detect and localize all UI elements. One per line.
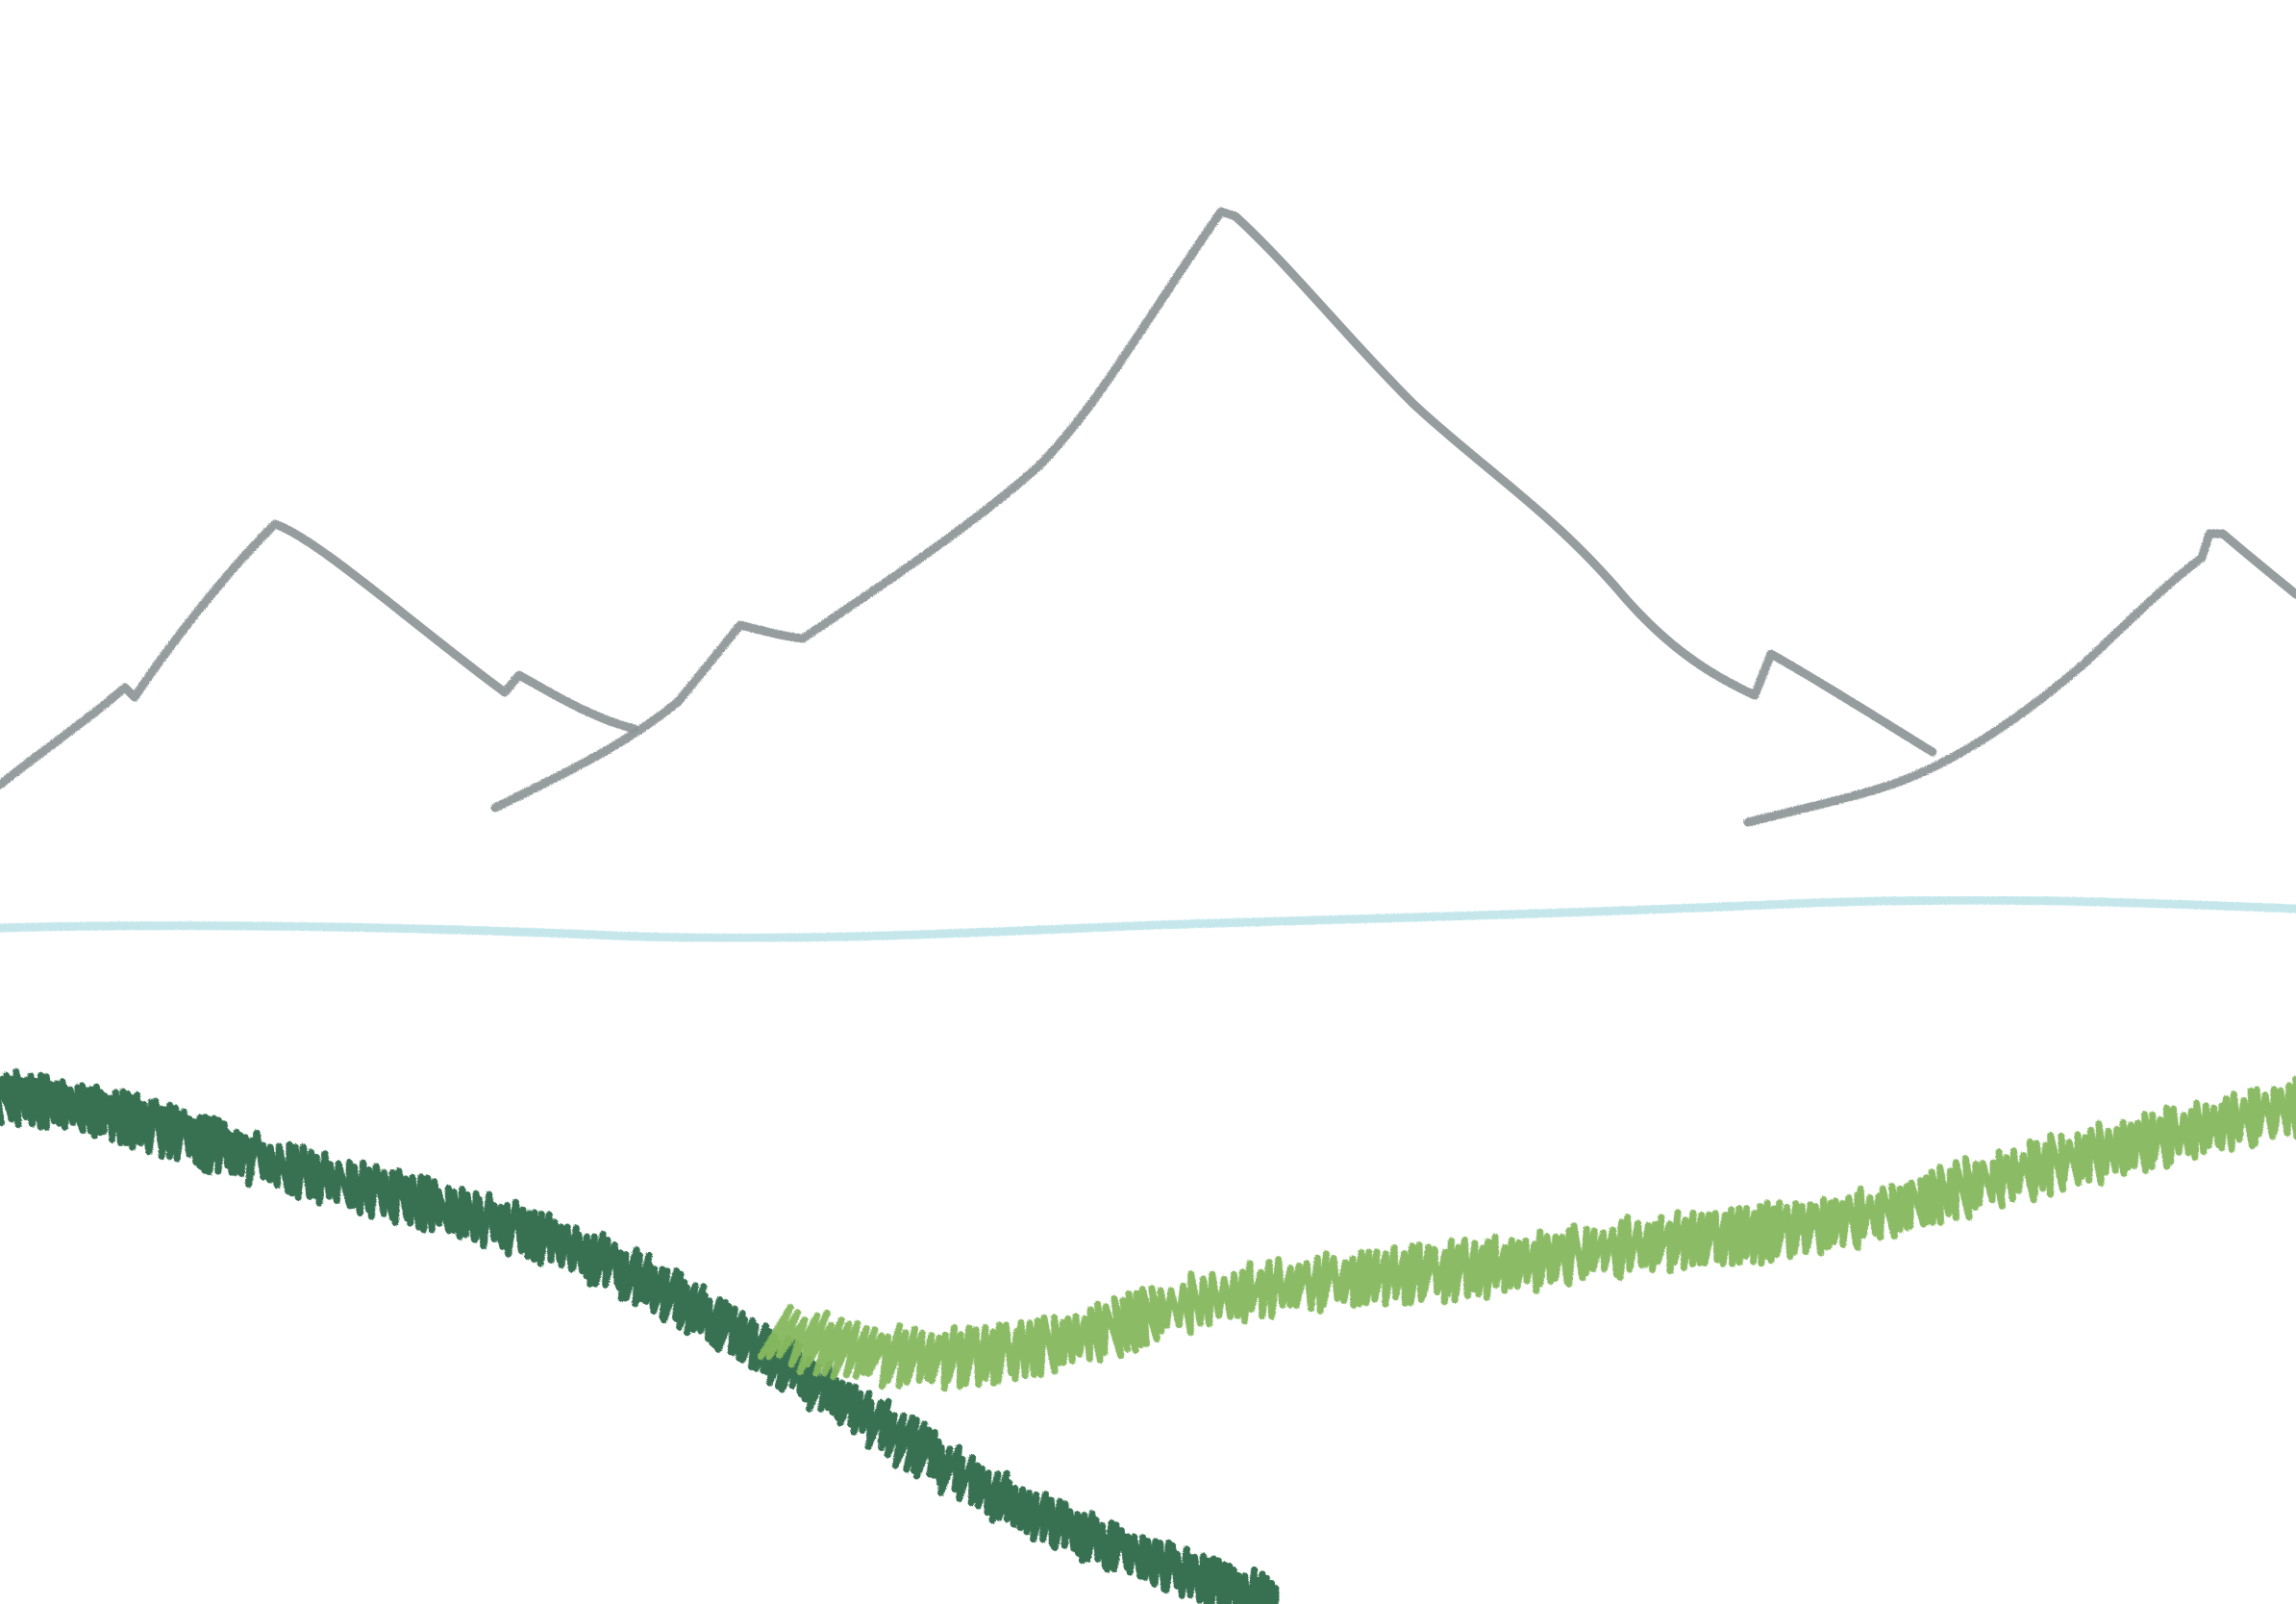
- dark-grass-scribble: [0, 1067, 1280, 1604]
- left-mountain-outline: [0, 519, 639, 789]
- center-mountain-outline: [490, 207, 1937, 813]
- lake-horizon-line: [0, 895, 2296, 942]
- light-grass-strokes: [757, 1075, 2296, 1392]
- dark-grass-strokes: [0, 1067, 1280, 1604]
- right-mountain-outline: [1743, 529, 2296, 827]
- light-grass-scribble: [757, 1075, 2296, 1392]
